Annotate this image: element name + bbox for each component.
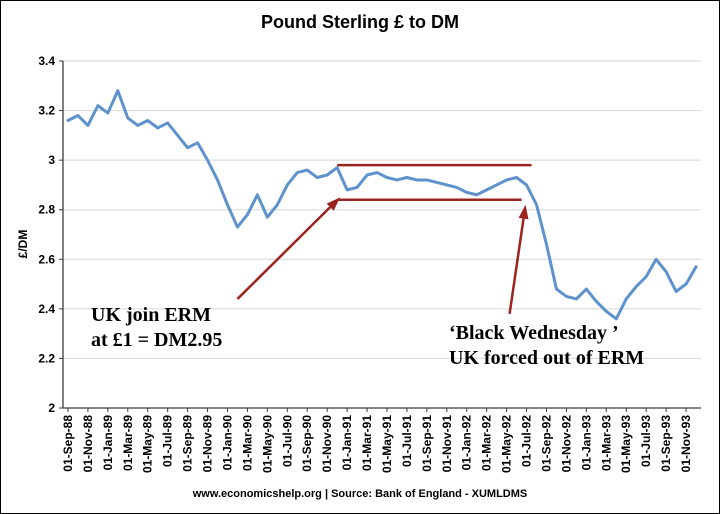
- svg-text:01-May-92: 01-May-92: [500, 415, 514, 473]
- svg-text:01-Nov-92: 01-Nov-92: [559, 415, 573, 473]
- svg-text:01-Nov-89: 01-Nov-89: [201, 415, 215, 473]
- price-line: [66, 89, 698, 321]
- svg-text:2.4: 2.4: [38, 302, 55, 316]
- svg-text:01-Jul-91: 01-Jul-91: [400, 415, 414, 467]
- svg-text:01-Jan-92: 01-Jan-92: [460, 415, 474, 471]
- source-footer: www.economicshelp.org | Source: Bank of …: [192, 488, 528, 500]
- svg-text:3.4: 3.4: [38, 54, 55, 68]
- svg-text:01-Sep-93: 01-Sep-93: [659, 415, 673, 472]
- y-axis-title: £/DM: [16, 230, 30, 259]
- svg-text:01-Jan-89: 01-Jan-89: [101, 415, 115, 471]
- svg-text:01-May-93: 01-May-93: [619, 415, 633, 473]
- svg-text:01-Mar-91: 01-Mar-91: [360, 415, 374, 471]
- svg-text:01-Nov-93: 01-Nov-93: [679, 415, 693, 473]
- svg-text:2.2: 2.2: [38, 351, 55, 365]
- svg-text:2.6: 2.6: [38, 252, 55, 266]
- svg-text:01-Jan-93: 01-Jan-93: [579, 415, 593, 471]
- svg-text:01-Jul-89: 01-Jul-89: [161, 415, 175, 467]
- svg-text:01-Mar-90: 01-Mar-90: [240, 415, 254, 471]
- erm-band-lines: [337, 163, 532, 202]
- svg-text:01-Sep-92: 01-Sep-92: [539, 415, 553, 472]
- svg-text:01-Mar-92: 01-Mar-92: [480, 415, 494, 471]
- svg-text:01-May-89: 01-May-89: [141, 415, 155, 473]
- svg-text:01-Jul-92: 01-Jul-92: [520, 415, 534, 467]
- svg-text:01-Mar-89: 01-Mar-89: [121, 415, 135, 471]
- svg-text:01-Mar-93: 01-Mar-93: [599, 415, 613, 471]
- y-axis-labels: 2 2.2 2.4 2.6 2.8 3 3.2 3.4: [38, 54, 55, 415]
- annotation-black-wednesday: ‘Black Wednesday ’ UK forced out of ERM: [449, 322, 645, 369]
- svg-text:01-Sep-91: 01-Sep-91: [420, 415, 434, 472]
- svg-text:01-Jul-90: 01-Jul-90: [280, 415, 294, 467]
- svg-text:01-May-91: 01-May-91: [380, 415, 394, 473]
- svg-text:01-Sep-88: 01-Sep-88: [61, 415, 75, 472]
- chart-title: Pound Sterling £ to DM: [261, 12, 459, 32]
- svg-text:01-Nov-88: 01-Nov-88: [81, 415, 95, 473]
- x-axis-labels: 01-Sep-88 01-Nov-88 01-Jan-89 01-Mar-89 01-M…: [61, 415, 693, 473]
- svg-text:2: 2: [48, 401, 55, 415]
- svg-text:01-Sep-89: 01-Sep-89: [181, 415, 195, 472]
- svg-text:01-Jul-93: 01-Jul-93: [639, 415, 653, 467]
- svg-text:2.8: 2.8: [38, 203, 55, 217]
- svg-text:01-Nov-90: 01-Nov-90: [320, 415, 334, 473]
- svg-text:3.2: 3.2: [38, 104, 55, 118]
- svg-text:01-Jan-90: 01-Jan-90: [220, 415, 234, 471]
- svg-text:01-Jan-91: 01-Jan-91: [340, 415, 354, 471]
- svg-text:01-Nov-91: 01-Nov-91: [440, 415, 454, 473]
- annotation-arrows: [236, 197, 529, 314]
- svg-text:3: 3: [48, 153, 55, 167]
- svg-text:01-May-90: 01-May-90: [260, 415, 274, 473]
- svg-text:01-Sep-90: 01-Sep-90: [300, 415, 314, 472]
- axes: [59, 60, 701, 412]
- annotation-uk-join-erm: UK join ERM at £1 = DM2.95: [91, 304, 223, 351]
